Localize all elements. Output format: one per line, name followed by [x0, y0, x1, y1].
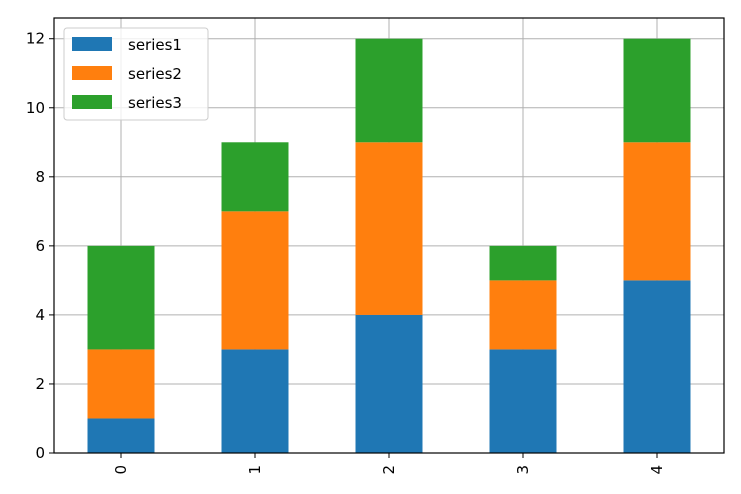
- x-tick-label: 1: [246, 465, 264, 475]
- legend-swatch-series1: [72, 37, 112, 51]
- y-tick-label: 12: [26, 30, 45, 48]
- bar-series1-4: [623, 280, 691, 453]
- x-tick-label: 3: [514, 465, 532, 475]
- legend-label-series2: series2: [128, 65, 182, 83]
- x-tick-label: 0: [112, 465, 130, 475]
- x-tick-label: 2: [380, 465, 398, 475]
- bar-series2-3: [489, 280, 557, 350]
- x-tick-label: 4: [648, 465, 666, 475]
- bar-series1-2: [355, 314, 423, 453]
- y-tick-label: 2: [35, 375, 45, 393]
- bar-series2-1: [221, 211, 289, 350]
- bar-series3-2: [355, 38, 423, 143]
- bars: [87, 38, 691, 453]
- bar-series1-0: [87, 418, 155, 453]
- legend-swatch-series2: [72, 66, 112, 80]
- bar-series2-2: [355, 142, 423, 315]
- y-tick-label: 0: [35, 444, 45, 462]
- y-tick-label: 6: [35, 237, 45, 255]
- legend: series1 series2 series3: [63, 27, 209, 121]
- bar-series2-0: [87, 349, 155, 419]
- legend-label-series1: series1: [128, 36, 182, 54]
- y-tick-label: 10: [26, 99, 45, 117]
- bar-series3-3: [489, 245, 557, 281]
- bar-series1-1: [221, 349, 289, 453]
- bar-series3-4: [623, 38, 691, 143]
- bar-series3-0: [87, 245, 155, 350]
- y-tick-label: 4: [35, 306, 45, 324]
- bar-series1-3: [489, 349, 557, 453]
- bar-series2-4: [623, 142, 691, 281]
- bar-series3-1: [221, 142, 289, 212]
- legend-label-series3: series3: [128, 94, 182, 112]
- legend-swatch-series3: [72, 95, 112, 109]
- y-tick-label: 8: [35, 168, 45, 186]
